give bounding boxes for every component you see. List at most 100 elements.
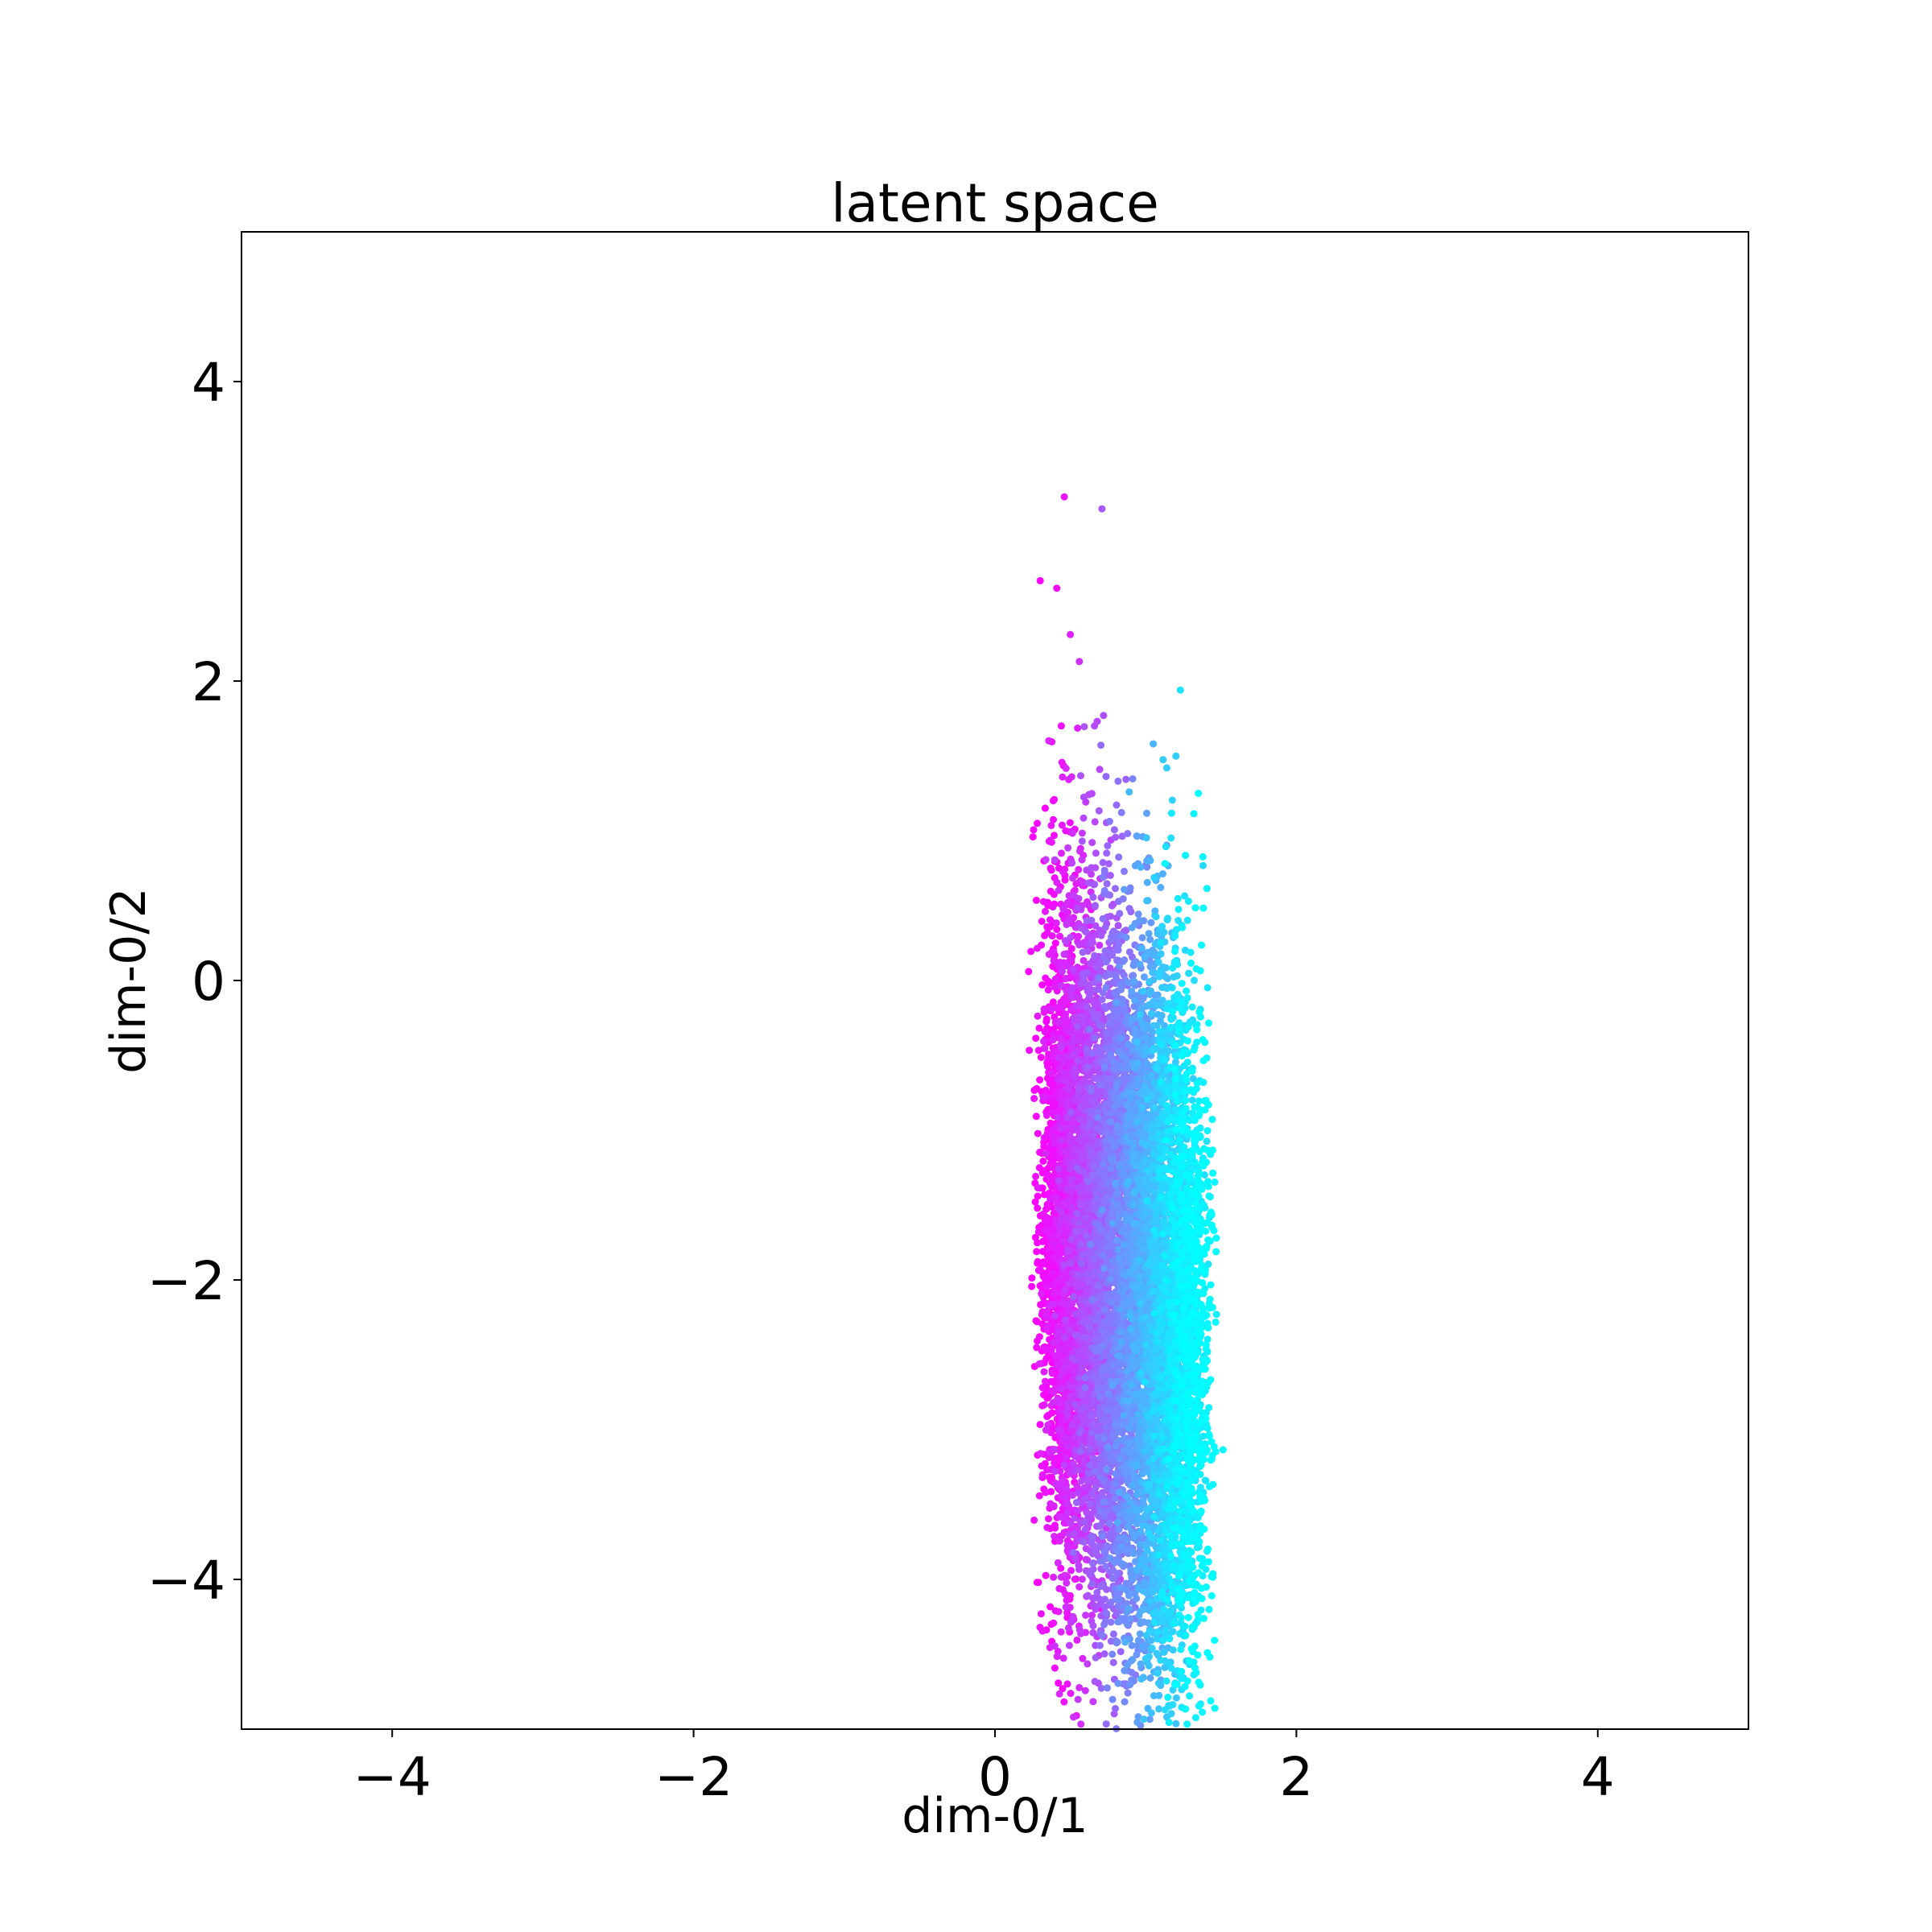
data-point	[1075, 1348, 1083, 1356]
data-point	[1057, 1564, 1065, 1572]
data-point	[1100, 712, 1108, 720]
data-point	[1064, 1399, 1072, 1407]
data-point	[1097, 931, 1105, 939]
data-point	[1066, 1280, 1074, 1288]
data-point	[1073, 1164, 1081, 1172]
data-point	[1025, 968, 1033, 976]
data-point	[1065, 1641, 1073, 1649]
data-point	[1060, 1261, 1068, 1269]
data-point	[1047, 822, 1055, 829]
data-point	[1045, 980, 1053, 988]
data-point	[1055, 1165, 1063, 1173]
data-point	[1067, 1196, 1075, 1204]
data-point	[1070, 966, 1078, 974]
data-point	[1060, 1237, 1067, 1245]
data-point	[1046, 1500, 1055, 1508]
data-point	[1053, 1653, 1061, 1661]
data-point	[1051, 975, 1059, 983]
data-point	[1038, 1471, 1046, 1479]
data-point	[1046, 1119, 1055, 1127]
data-point	[1071, 1514, 1079, 1522]
data-points	[1025, 493, 1227, 1732]
data-point	[1074, 1489, 1082, 1496]
data-point	[1068, 993, 1075, 1001]
data-point	[1062, 1603, 1070, 1611]
data-point	[1043, 923, 1051, 931]
data-point	[1088, 1399, 1096, 1407]
data-point	[1035, 1024, 1043, 1032]
data-point	[1050, 1241, 1058, 1249]
data-point	[1089, 1455, 1097, 1463]
data-point	[1078, 1260, 1086, 1268]
data-point	[1101, 923, 1109, 931]
data-point	[1089, 1132, 1097, 1140]
data-point	[1089, 1698, 1097, 1706]
data-point	[1062, 1571, 1070, 1579]
data-point	[1080, 723, 1088, 731]
data-point	[1089, 1622, 1097, 1630]
data-point	[1057, 1628, 1065, 1636]
data-point	[1089, 894, 1097, 902]
data-point	[1104, 842, 1112, 850]
data-point	[1067, 1618, 1075, 1626]
data-point	[1069, 1293, 1077, 1301]
data-point	[1046, 836, 1054, 844]
data-point	[1087, 939, 1095, 947]
data-point	[1058, 758, 1066, 766]
data-point	[1075, 1626, 1084, 1634]
data-point	[1068, 984, 1076, 992]
data-point	[1036, 1282, 1044, 1290]
data-point	[1038, 1462, 1046, 1470]
data-point	[1068, 874, 1076, 882]
data-point	[1096, 1522, 1103, 1530]
data-point	[1098, 505, 1106, 513]
data-point	[1074, 904, 1082, 912]
data-point	[1078, 1391, 1086, 1399]
data-point	[1080, 1333, 1088, 1341]
data-point	[1078, 829, 1086, 837]
data-point	[1083, 1232, 1090, 1241]
data-point	[1072, 1575, 1080, 1583]
data-point	[1035, 1492, 1043, 1500]
data-point	[1042, 1488, 1050, 1496]
data-point	[1075, 1466, 1083, 1473]
data-point	[1072, 1067, 1080, 1075]
data-point	[1089, 1421, 1097, 1429]
data-point	[1070, 1460, 1077, 1468]
data-point	[1061, 1286, 1069, 1294]
data-point	[1083, 1129, 1091, 1137]
data-point	[1059, 960, 1067, 968]
data-point	[1049, 1269, 1057, 1278]
data-point	[1086, 1444, 1094, 1452]
data-point	[1096, 941, 1104, 949]
data-point	[1063, 1485, 1070, 1493]
data-point	[1117, 1648, 1125, 1656]
data-point	[1092, 986, 1100, 994]
data-point	[1048, 932, 1056, 940]
data-point	[1057, 1125, 1065, 1133]
data-point	[1079, 948, 1087, 956]
data-point	[1051, 1533, 1059, 1540]
data-point	[1051, 1480, 1059, 1488]
data-point	[1034, 1204, 1042, 1212]
data-point	[1088, 864, 1096, 872]
data-point	[1042, 1028, 1050, 1036]
data-point	[1036, 1148, 1043, 1156]
data-point	[1047, 1488, 1055, 1496]
data-point	[1088, 1412, 1095, 1420]
data-point	[1037, 1266, 1044, 1274]
data-point	[1059, 1685, 1067, 1693]
data-point	[1095, 807, 1103, 815]
data-point	[1057, 1273, 1065, 1281]
data-point	[1063, 1509, 1071, 1517]
data-point	[1032, 1034, 1040, 1042]
data-point	[1068, 859, 1076, 867]
data-point	[1034, 1228, 1042, 1236]
data-point	[1067, 1081, 1075, 1089]
data-point	[1084, 902, 1092, 909]
data-point	[1042, 907, 1049, 915]
data-point	[1064, 1247, 1072, 1255]
data-point	[1040, 1005, 1048, 1013]
data-point	[1027, 947, 1035, 956]
